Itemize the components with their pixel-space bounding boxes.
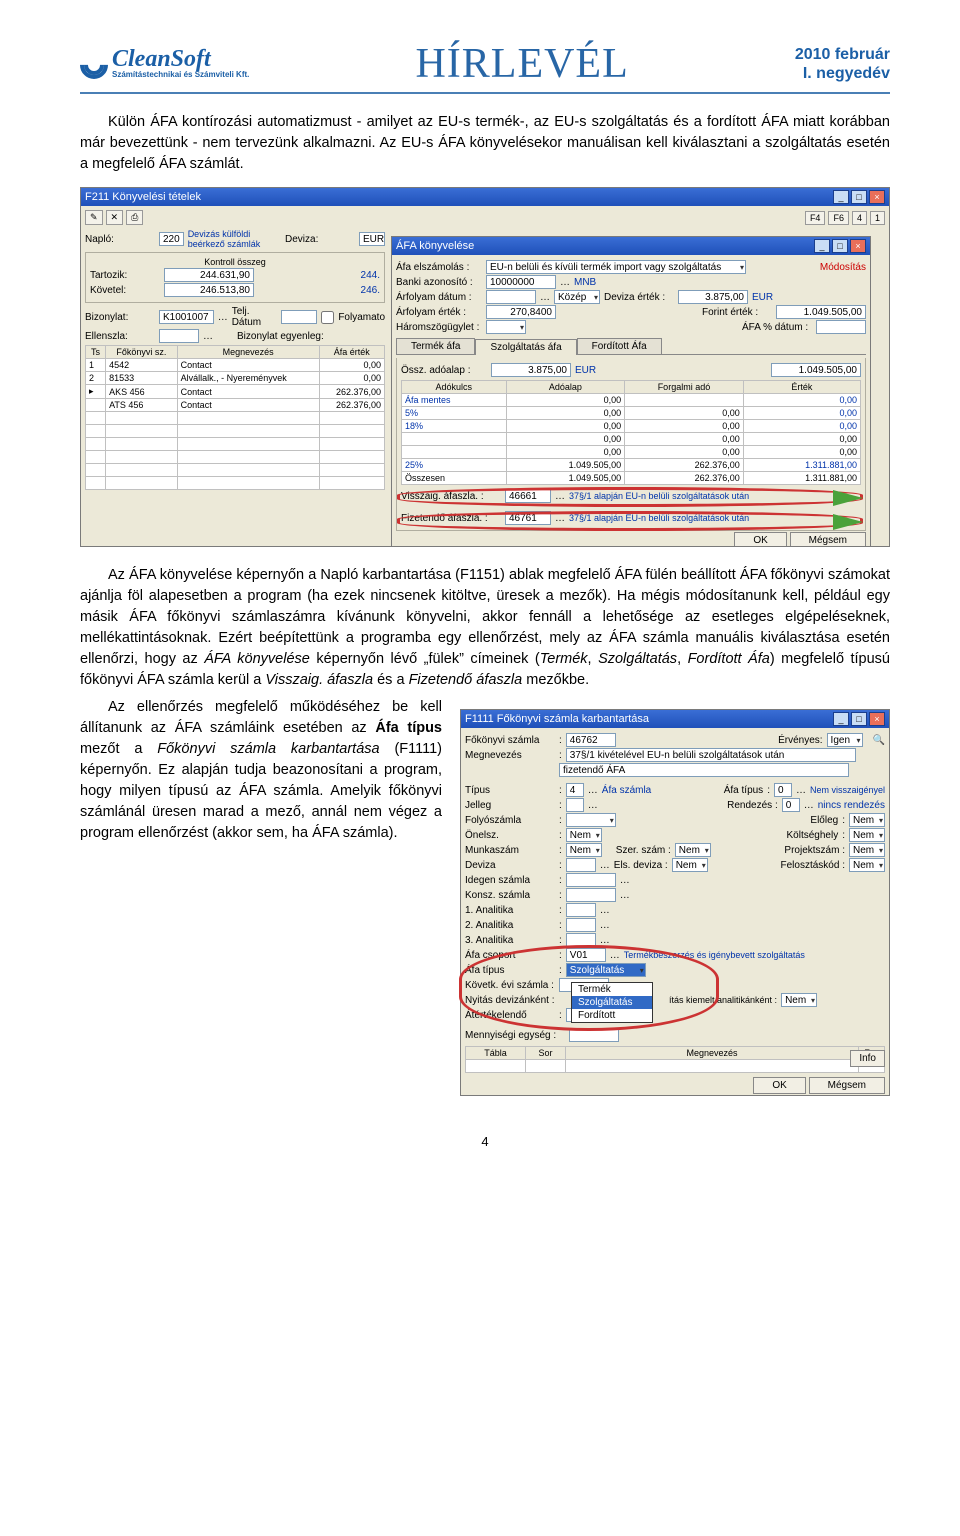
cont-checkbox[interactable]: [321, 311, 334, 324]
highlight-oval: [397, 487, 863, 507]
vat-lines: AdókulcsAdóalapForgalmi adóÉrték Áfa men…: [401, 380, 861, 485]
toolbar: ✎ ✕ ⎙ F4 F6 4 1: [85, 210, 885, 225]
window-controls[interactable]: _ □ ×: [833, 190, 885, 204]
maximize-icon[interactable]: □: [851, 190, 867, 204]
ok-button[interactable]: OK: [753, 1077, 805, 1094]
lookup-icon[interactable]: …: [218, 312, 228, 323]
tab-forditott[interactable]: Fordított Áfa: [577, 338, 662, 354]
highlight-oval: [397, 511, 863, 531]
screenshot-f1111: F1111 Főkönyvi számla karbantartása _□× …: [460, 709, 890, 1096]
window-title: ÁFA könyvelése: [396, 240, 474, 252]
arrow-icon: [833, 490, 863, 506]
window-title: F1111 Főkönyvi számla karbantartása: [465, 713, 649, 725]
info-button[interactable]: Info: [850, 1050, 885, 1067]
cancel-button[interactable]: Mégsem: [809, 1077, 885, 1094]
logo-subtitle: Számítástechnikai és Számviteli Kft.: [112, 70, 249, 79]
body-text: Külön ÁFA kontírozási automatizmust - am…: [80, 112, 890, 175]
afa-tabs: Termék áfa Szolgáltatás áfa Fordított Áf…: [396, 338, 866, 355]
screenshot-afa-konyvelese: ÁFA könyvelése _□× Áfa elszámolás :EU-n …: [391, 236, 871, 547]
cancel-button[interactable]: Mégsem: [790, 532, 866, 547]
page-number: 4: [80, 1134, 890, 1149]
titlebar-f211: F211 Könyvelési tételek _ □ ×: [81, 188, 889, 206]
logo-icon: [80, 51, 106, 77]
lookup-icon[interactable]: 🔍: [873, 735, 885, 746]
ok-button[interactable]: OK: [734, 532, 786, 547]
tab-szolgaltatas[interactable]: Szolgáltatás áfa: [475, 339, 576, 355]
screenshot-f211: F211 Könyvelési tételek _ □ × ✎ ✕ ⎙ F4 F…: [80, 187, 890, 547]
paragraph-3: Az ellenőrzés megfelelő működéséhez be k…: [80, 697, 442, 844]
afa-tipus-options[interactable]: Termék Szolgáltatás Fordított: [571, 982, 653, 1023]
fkey[interactable]: 4: [852, 211, 867, 225]
fkey[interactable]: F4: [805, 211, 826, 225]
issue-date: 2010 február I. negyedév: [795, 45, 890, 83]
document-header: CleanSoft Számítástechnikai és Számvitel…: [80, 40, 890, 94]
close-icon[interactable]: ×: [869, 190, 885, 204]
minimize-icon[interactable]: _: [833, 190, 849, 204]
banner-title: HÍRLEVÉL: [415, 40, 628, 88]
paragraph-1: Külön ÁFA kontírozási automatizmust - am…: [80, 112, 890, 175]
tool-icon[interactable]: ✎: [85, 210, 103, 225]
window-title: F211 Könyvelési tételek: [85, 191, 201, 203]
tool-icon[interactable]: ✕: [106, 210, 124, 225]
logo: CleanSoft Számítástechnikai és Számvitel…: [80, 49, 249, 80]
tab-termek[interactable]: Termék áfa: [396, 338, 475, 354]
fkey[interactable]: 1: [870, 211, 885, 225]
logo-name: CleanSoft: [112, 46, 211, 72]
fkey[interactable]: F6: [828, 211, 849, 225]
arrow-icon: [833, 514, 863, 530]
entries-grid[interactable]: TsFőkönyvi sz.MegnevezésÁfa érték 14542C…: [85, 345, 385, 490]
print-icon[interactable]: ⎙: [126, 210, 143, 225]
afa-elsz-dropdown[interactable]: EU-n belüli és kívüli termék import vagy…: [486, 260, 746, 274]
